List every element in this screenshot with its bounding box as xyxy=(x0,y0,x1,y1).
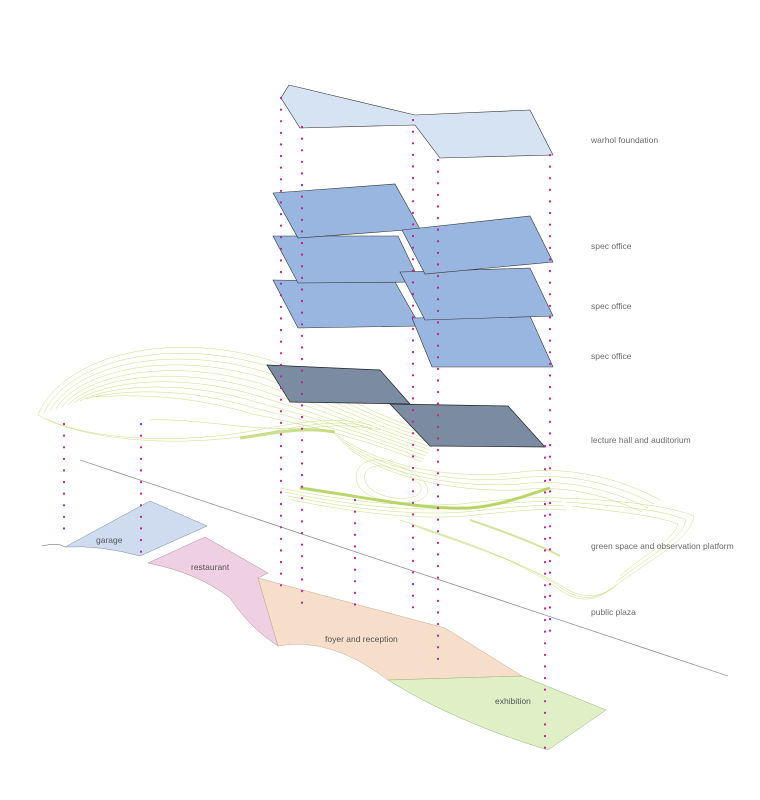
spec-office-3-plane-right xyxy=(411,315,554,368)
lecture-hall-label: lecture hall and auditorium xyxy=(591,435,691,445)
spec-office-2-label: spec office xyxy=(591,301,632,311)
spec-office-3-level xyxy=(272,279,554,368)
garage-label: garage xyxy=(96,535,123,545)
spec-office-3-label: spec office xyxy=(591,351,632,361)
public-plaza-label: public plaza xyxy=(591,607,636,617)
spec-office-2-plane-left xyxy=(272,235,421,284)
warhol-foundation-label: warhol foundation xyxy=(590,135,658,145)
spec-office-1-label: spec office xyxy=(591,241,632,251)
spec-office-2-level xyxy=(272,235,554,321)
restaurant-label: restaurant xyxy=(191,562,230,572)
public-plaza-line xyxy=(79,459,729,677)
green-space-contours xyxy=(37,347,695,600)
spec-office-2-plane-right xyxy=(399,267,554,321)
spec-office-3-plane-left xyxy=(272,279,421,329)
spec-office-1-plane-left xyxy=(272,183,421,239)
garage-plane xyxy=(64,500,208,557)
restaurant-plane xyxy=(147,536,279,647)
spec-office-1-plane-right xyxy=(401,215,554,275)
exhibition-plane xyxy=(387,675,607,751)
warhol-foundation-level xyxy=(280,84,554,159)
warhol-foundation-plane xyxy=(280,84,554,159)
foyer-label: foyer and reception xyxy=(325,634,398,644)
ground-level xyxy=(41,500,607,751)
exhibition-label: exhibition xyxy=(495,696,531,706)
vertical-alignment-dots xyxy=(62,96,552,754)
spec-office-1-level xyxy=(272,183,554,275)
green-space-label: green space and observation platform xyxy=(591,541,734,551)
lecture-hall-plane-left xyxy=(266,364,411,405)
foyer-plane xyxy=(257,577,523,681)
site-ground-line xyxy=(41,544,66,548)
